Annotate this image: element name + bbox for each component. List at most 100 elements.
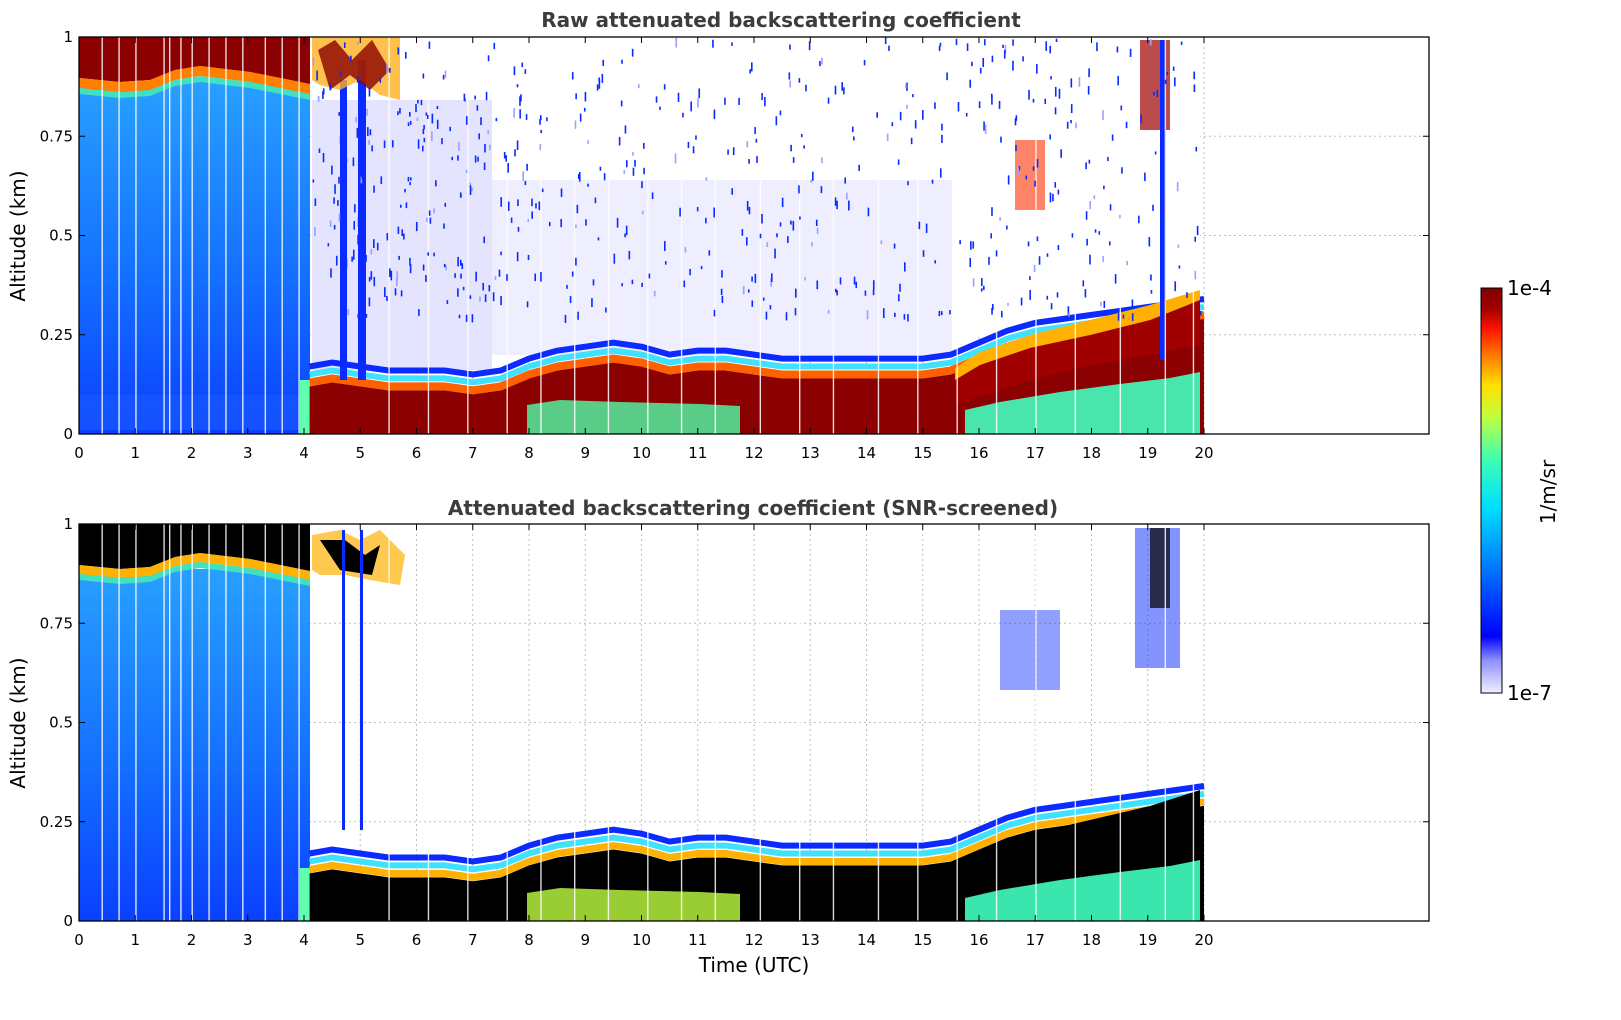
noise-speck	[469, 182, 472, 188]
noise-speck	[1152, 204, 1154, 211]
noise-speck	[1103, 185, 1105, 190]
noise-speck	[803, 145, 805, 149]
noise-speck	[792, 157, 795, 163]
noise-speck	[394, 288, 397, 296]
noise-speck	[500, 295, 502, 306]
noise-speck	[827, 97, 830, 104]
noise-speck	[474, 155, 477, 163]
noise-speck	[781, 197, 784, 208]
data-gap-stripe	[506, 37, 508, 434]
x-tick-label: 20	[1194, 931, 1213, 949]
noise-speck	[1050, 303, 1053, 310]
noise-speck	[1012, 39, 1014, 46]
data-gap-stripe	[180, 524, 182, 921]
data-gap-stripe	[714, 524, 717, 921]
noise-speck	[469, 295, 472, 299]
panel1-title: Raw attenuated backscattering coefficien…	[541, 8, 1021, 32]
noise-speck	[770, 273, 773, 283]
noise-speck	[521, 62, 524, 68]
x-tick-label: 11	[688, 444, 707, 462]
noise-speck	[409, 182, 411, 186]
data-gap-stripe	[799, 37, 801, 434]
noise-speck	[516, 84, 519, 88]
data-gap-stripe	[1192, 37, 1195, 434]
data-gap-stripe	[242, 524, 244, 921]
noise-speck	[971, 61, 973, 67]
noise-speck	[1015, 115, 1018, 121]
data-gap-stripe	[242, 37, 244, 434]
noise-speck	[641, 210, 644, 215]
noise-speck	[458, 142, 460, 151]
noise-speck	[596, 84, 599, 91]
noise-speck	[965, 112, 968, 117]
noise-speck	[888, 45, 890, 51]
noise-speck	[410, 177, 412, 181]
data-gap-stripe	[607, 524, 610, 921]
noise-speck	[903, 314, 906, 320]
noise-speck	[745, 237, 748, 246]
noise-speck	[884, 37, 887, 44]
noise-speck	[1054, 86, 1057, 97]
data-gap-stripe	[877, 524, 880, 921]
noise-speck	[498, 269, 501, 277]
noise-speck	[894, 312, 896, 318]
noise-speck	[1054, 182, 1057, 188]
noise-speck	[517, 199, 519, 207]
noise-speck	[488, 285, 491, 292]
noise-speck	[1058, 88, 1061, 99]
noise-speck	[477, 156, 479, 162]
noise-speck	[389, 68, 391, 73]
noise-speck	[516, 140, 519, 151]
noise-speck	[631, 279, 634, 285]
noise-speck	[587, 140, 589, 144]
noise-speck	[721, 295, 724, 304]
noise-speck	[355, 117, 357, 123]
noise-speck	[507, 201, 510, 211]
noise-speck	[417, 99, 419, 104]
noise-speck	[331, 165, 333, 175]
data-gap-stripe	[832, 37, 835, 434]
noise-speck	[914, 120, 917, 129]
noise-speck	[1153, 91, 1155, 96]
raw-backscatter-panel: Raw attenuated backscattering coefficien…	[6, 8, 1430, 462]
noise-speck	[641, 181, 643, 189]
noise-speck	[751, 300, 754, 307]
noise-speck	[674, 153, 677, 164]
noise-speck	[1084, 289, 1087, 298]
noise-speck	[579, 113, 582, 122]
noise-speck	[505, 155, 507, 162]
noise-speck	[395, 277, 398, 286]
noise-speck	[697, 98, 699, 108]
noise-speck	[1089, 201, 1092, 210]
noise-speck	[431, 113, 434, 124]
data-gap-stripe	[714, 37, 717, 434]
noise-speck	[316, 70, 318, 81]
noise-speck	[1086, 238, 1088, 246]
noise-speck	[1067, 306, 1070, 316]
noise-speck	[1103, 300, 1106, 308]
noise-speck	[574, 120, 577, 129]
noise-speck	[429, 217, 432, 224]
noise-speck	[400, 290, 403, 297]
noise-speck	[788, 72, 791, 80]
noise-speck	[1162, 272, 1165, 278]
data-gap-stripe	[832, 524, 835, 921]
x-tick-label: 4	[299, 444, 309, 462]
noise-speck	[1122, 314, 1125, 319]
noise-speck	[821, 157, 823, 164]
noise-speck	[526, 163, 528, 171]
noise-speck	[751, 62, 753, 72]
y-tick-label: 0.5	[49, 714, 73, 732]
noise-speck	[383, 140, 386, 148]
data-gap-stripe	[191, 524, 193, 921]
noise-speck	[906, 104, 908, 109]
noise-speck	[514, 149, 516, 157]
noise-speck	[1045, 41, 1048, 51]
noise-speck	[365, 254, 367, 262]
noise-speck	[765, 311, 768, 320]
x-tick-label: 9	[580, 444, 590, 462]
noise-speck	[906, 82, 908, 91]
noise-speck	[368, 277, 371, 282]
noise-speck	[983, 121, 985, 131]
noise-speck	[546, 117, 548, 122]
